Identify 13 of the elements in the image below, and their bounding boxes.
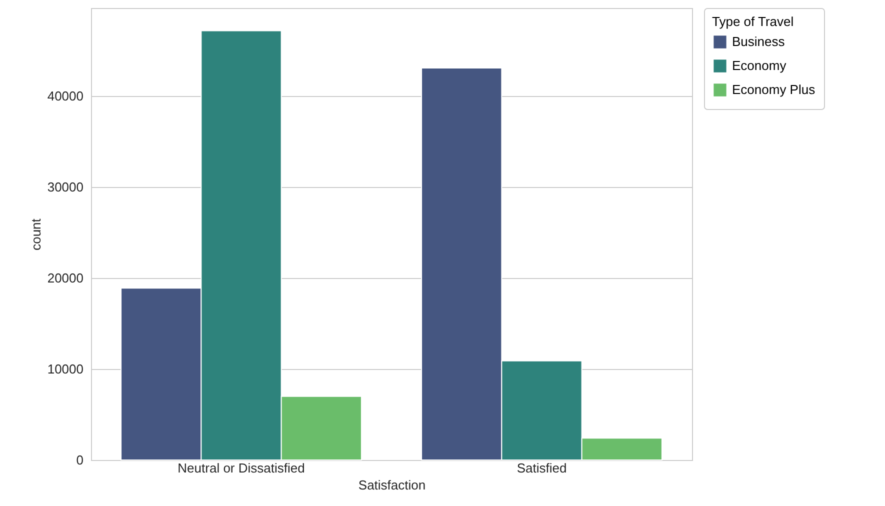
x-tick-label: Satisfied [516,460,567,476]
y-tick-label: 10000 [47,362,84,377]
legend-label: Business [732,34,786,49]
y-tick-label: 40000 [47,88,84,104]
y-axis-title: count [28,218,44,250]
y-tick-label: 0 [76,452,84,468]
y-tick-label: 30000 [47,180,84,195]
legend-title: Type of Travel [712,14,794,29]
legend-label: Economy [732,58,787,73]
x-axis-title: Satisfaction [358,478,426,492]
y-tick-label: 20000 [47,270,84,286]
x-tick-label: Neutral or Dissatisfied [178,460,305,476]
legend-label: Economy Plus [732,82,816,97]
